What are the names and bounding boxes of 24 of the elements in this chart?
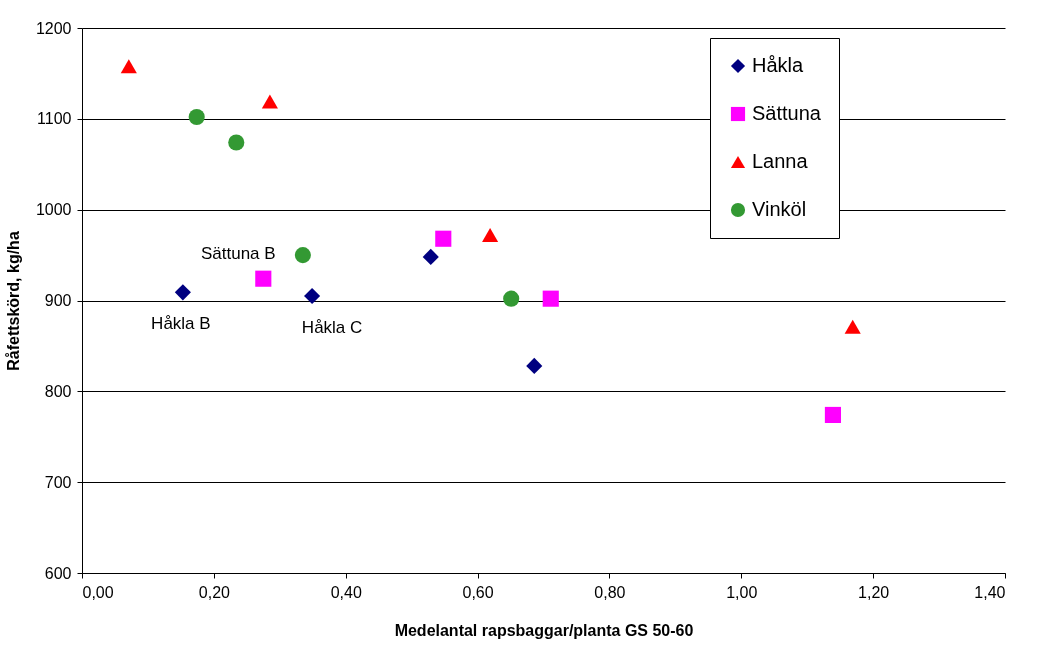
y-tick-label: 600 xyxy=(44,564,72,582)
y-tick-label: 700 xyxy=(44,473,72,491)
y-axis-title: Råfettskörd, kg/ha xyxy=(4,231,22,371)
x-tick-label: 1,00 xyxy=(726,583,758,601)
annotation: Håkla C xyxy=(301,317,363,337)
y-tick-label: 1100 xyxy=(37,110,72,128)
x-tick-label: 0,40 xyxy=(330,583,362,601)
legend-label: Sättuna xyxy=(752,102,822,124)
x-tick-label: 0,60 xyxy=(462,583,494,601)
y-tick-label: 900 xyxy=(44,292,72,309)
y-tick-label: 1000 xyxy=(35,201,72,219)
annotation: Håkla B xyxy=(151,314,211,334)
annotation: Sättuna B xyxy=(200,243,276,263)
legend-label: Lanna xyxy=(752,150,809,172)
legend-label: Håkla xyxy=(752,54,805,76)
x-tick-label: 0,00 xyxy=(82,583,114,601)
x-tick-label: 1,20 xyxy=(858,583,890,601)
x-tick-label: 1,40 xyxy=(974,583,1006,601)
x-axis-title: Medelantal rapsbaggar/planta GS 50-60 xyxy=(394,621,694,639)
y-tick-label: 1200 xyxy=(35,19,72,37)
y-tick-label: 800 xyxy=(44,382,72,400)
legend-label: Vinköl xyxy=(752,198,807,220)
x-tick-label: 0,80 xyxy=(594,583,626,601)
x-tick-label: 0,20 xyxy=(198,583,231,601)
